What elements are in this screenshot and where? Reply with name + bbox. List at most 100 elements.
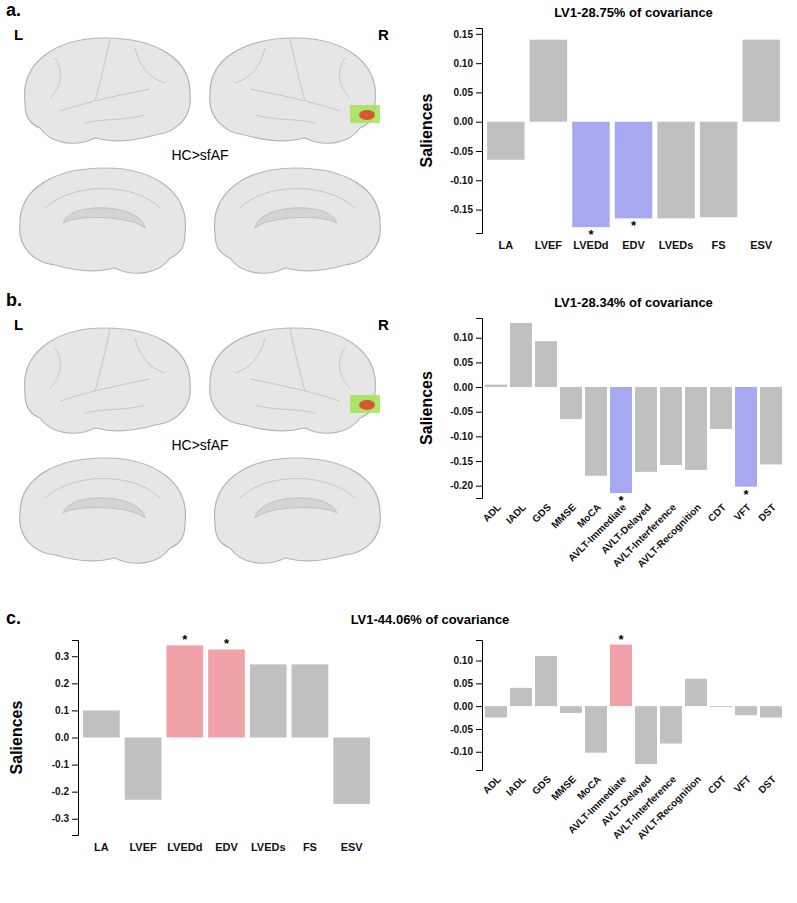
figure: a.b.c.LRHC>sfAFLRHC>sfAF-0.15-0.10-0.050… (0, 0, 797, 903)
contrast-label: HC>sfAF (171, 437, 228, 453)
sulcus (45, 478, 160, 498)
sulcus (240, 188, 355, 208)
bar (585, 706, 607, 753)
bar (250, 664, 287, 737)
cluster-region (350, 395, 380, 413)
sulcus (85, 405, 145, 413)
tick-mark (72, 738, 78, 739)
bar (572, 122, 609, 227)
brain-outline (25, 328, 191, 433)
x-axis: ADLIADLGDSMMSEMoCAAVLT-ImmediateAVLT-Del… (481, 773, 778, 841)
bar (657, 122, 694, 219)
y-axis: -0.20-0.15-0.10-0.050.000.050.10 (450, 319, 482, 499)
x-tick-label: LVEF (535, 239, 563, 251)
x-tick: ADL (481, 774, 503, 796)
brain-view (25, 328, 191, 433)
x-tick: VFT (732, 774, 753, 795)
significance-mark: * (743, 487, 749, 502)
sulcus (235, 338, 265, 373)
brain-view (215, 458, 381, 563)
x-tick-label: FS (712, 239, 726, 251)
y-tick-label: -0.10 (450, 175, 473, 186)
x-tick-label: LVEDs (659, 239, 694, 251)
x-tick: IADL (504, 502, 528, 526)
hemisphere-label: L (14, 26, 23, 43)
bar (660, 387, 682, 465)
y-tick-label: -0.3 (52, 813, 70, 824)
bar (635, 387, 657, 472)
y-tick-label: -0.05 (450, 724, 473, 735)
y-tick-label: -0.10 (450, 746, 473, 757)
bars (83, 645, 370, 803)
x-tick: LVEF (535, 239, 563, 251)
x-tick: DST (756, 774, 778, 796)
tick-mark (476, 752, 482, 753)
tick-mark (72, 710, 78, 711)
y-tick: 0.3 (55, 651, 78, 662)
bar (208, 649, 245, 737)
bar (710, 387, 732, 429)
panel-letter: c. (6, 608, 21, 628)
panel-letter: b. (6, 290, 22, 310)
chart-title: LV1-28.34% of covariance (554, 295, 713, 310)
y-tick-label: 0.2 (55, 678, 69, 689)
x-tick-label: CDT (706, 502, 728, 524)
x-tick: ESV (750, 239, 773, 251)
bar (610, 645, 632, 707)
sulcus (85, 115, 145, 123)
y-tick: 0.10 (454, 655, 482, 666)
panel-letter: a. (6, 0, 21, 20)
sulcus (290, 329, 305, 391)
y-axis: -0.10 -0.05 0.00 0.05 0.10 (450, 641, 482, 771)
brain-outline (215, 168, 381, 273)
y-tick-label: -0.05 (450, 146, 473, 157)
x-tick-label: EDV (622, 239, 645, 251)
bar (685, 679, 707, 706)
bar (487, 122, 524, 160)
y-tick: 0.05 (454, 678, 482, 689)
axis-line (476, 319, 483, 499)
y-tick: -0.15 (450, 204, 482, 215)
bar (510, 688, 532, 706)
axis-line (72, 641, 79, 836)
x-tick-label: AVLT-Recognition (635, 774, 703, 842)
bar (735, 387, 757, 487)
x-tick: EDV (622, 239, 645, 251)
sulcus (340, 348, 350, 388)
cluster-peak (359, 110, 375, 120)
x-tick-label: ESV (341, 841, 364, 853)
tick-mark (476, 338, 482, 339)
significance-mark: * (618, 493, 624, 508)
x-tick-label: LA (498, 239, 513, 251)
x-tick: EDV (215, 841, 238, 853)
tick-mark (476, 486, 482, 487)
tick-mark (476, 461, 482, 462)
sulcus (240, 478, 355, 498)
bar (560, 706, 582, 713)
x-tick-label: DST (756, 502, 778, 524)
y-tick-label: 0.3 (55, 651, 69, 662)
y-axis: -0.3-0.2-0.10.00.10.20.3 (52, 641, 79, 836)
y-tick: 0.00 (454, 701, 482, 712)
bar (615, 122, 652, 219)
tick-mark (476, 683, 482, 684)
tick-mark (72, 765, 78, 766)
y-tick: 0.10 (454, 58, 482, 69)
bar (610, 387, 632, 493)
hemisphere-label: R (378, 316, 389, 333)
y-axis: -0.15-0.10-0.050.000.050.100.15 (450, 29, 482, 234)
tick-mark (476, 92, 482, 93)
tick-mark (476, 151, 482, 152)
sulcus (250, 89, 340, 111)
x-tick-label: VFT (732, 502, 753, 523)
bar (166, 645, 203, 737)
bars (485, 645, 782, 765)
x-tick-label: LA (94, 841, 109, 853)
x-tick: CDT (706, 774, 728, 796)
y-tick-label: 0.0 (55, 732, 69, 743)
tick-mark (476, 387, 482, 388)
cluster-peak (359, 400, 375, 410)
contrast-label: HC>sfAF (171, 147, 228, 163)
sulcus (95, 329, 110, 391)
y-axis-title: Saliences (418, 371, 435, 445)
